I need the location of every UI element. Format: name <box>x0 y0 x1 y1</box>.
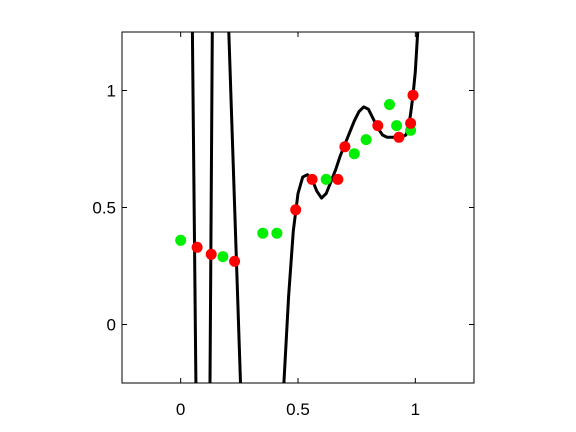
data-point-series-1-2 <box>229 255 241 267</box>
data-point-series-1-8 <box>393 131 405 143</box>
data-point-series-1-4 <box>306 173 318 185</box>
x-tick-label: 0 <box>176 400 185 419</box>
y-tick-label: 1 <box>107 82 116 101</box>
x-tick-label: 1 <box>411 400 420 419</box>
data-point-series-1-7 <box>372 120 384 132</box>
data-point-series-1-3 <box>290 204 302 216</box>
data-point-series-1-0 <box>191 241 203 253</box>
data-point-series-0-7 <box>384 99 395 110</box>
data-point-series-0-2 <box>257 227 269 239</box>
fit-curve-segment-2 <box>227 32 242 383</box>
data-point-series-1-10 <box>407 89 419 101</box>
x-tick-label: 0.5 <box>286 400 310 419</box>
fit-curve-segment-0 <box>190 32 198 383</box>
y-tick-label: 0 <box>107 316 116 335</box>
data-point-series-0-8 <box>391 120 403 132</box>
data-point-series-0-6 <box>360 134 372 146</box>
data-point-series-1-9 <box>405 117 417 129</box>
data-point-series-1-1 <box>205 248 217 260</box>
data-point-series-1-6 <box>339 141 351 153</box>
y-tick-label: 0.5 <box>92 199 116 218</box>
data-point-series-0-5 <box>348 148 360 160</box>
data-point-series-0-4 <box>320 173 332 185</box>
data-point-series-0-0 <box>175 234 187 246</box>
data-point-series-0-1 <box>217 251 229 263</box>
fit-curve-segment-3 <box>282 32 420 383</box>
fit-curve-segment-1 <box>208 32 214 383</box>
data-point-series-0-3 <box>271 227 283 239</box>
data-point-series-1-5 <box>332 173 344 185</box>
